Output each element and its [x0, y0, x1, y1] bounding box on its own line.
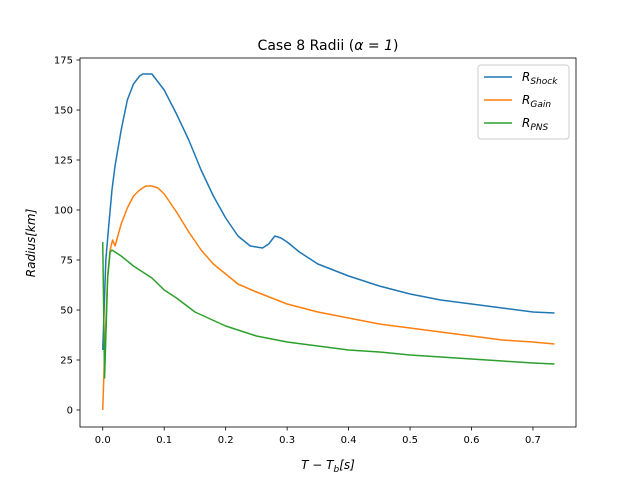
x-tick-label: 0.5: [402, 435, 418, 446]
series-line-shock: [101, 73, 555, 351]
x-tick-label: 0.3: [279, 435, 295, 446]
series-layer: [101, 73, 555, 411]
y-tick-label: 50: [60, 306, 73, 317]
y-tick-label: 25: [60, 356, 73, 367]
series-line-gain: [101, 185, 555, 411]
legend-label-shock: RShock: [522, 70, 558, 87]
y-tick-label: 150: [54, 106, 73, 117]
x-tick-label: 0.7: [525, 435, 541, 446]
plot-area: 0.0 0.1 0.2 0.3 0.4 0.5 0.6 0.7 0 25 50 75 100 125 15…: [54, 56, 577, 446]
x-tick-label: 0.1: [156, 435, 172, 446]
y-tick-label: 0: [67, 406, 73, 417]
x-tick-label: 0.2: [218, 435, 234, 446]
y-tick-label: 175: [54, 56, 73, 67]
x-tick-label: 0.4: [341, 435, 357, 446]
legend-label-gain: RGain: [522, 93, 551, 110]
x-axis: 0.0 0.1 0.2 0.3 0.4 0.5 0.6 0.7: [95, 427, 541, 446]
y-tick-label: 100: [54, 206, 73, 217]
x-tick-label: 0.6: [464, 435, 480, 446]
axes-frame: [79, 57, 577, 428]
y-tick-label: 75: [60, 256, 73, 267]
y-axis-label: Radius[km]: [24, 208, 38, 277]
x-tick-label: 0.0: [95, 435, 111, 446]
legend: RShock RGain RPNS: [477, 64, 570, 140]
series-line-pns: [101, 241, 555, 379]
y-axis: 0 25 50 75 100 125 150 175: [54, 56, 80, 417]
y-tick-label: 125: [54, 156, 73, 167]
legend-frame: [477, 64, 570, 140]
chart-title: Case 8 Radii (α = 1): [258, 38, 399, 54]
legend-label-pns: RPNS: [522, 116, 549, 133]
x-axis-label: T − Tb[s]: [301, 458, 355, 475]
